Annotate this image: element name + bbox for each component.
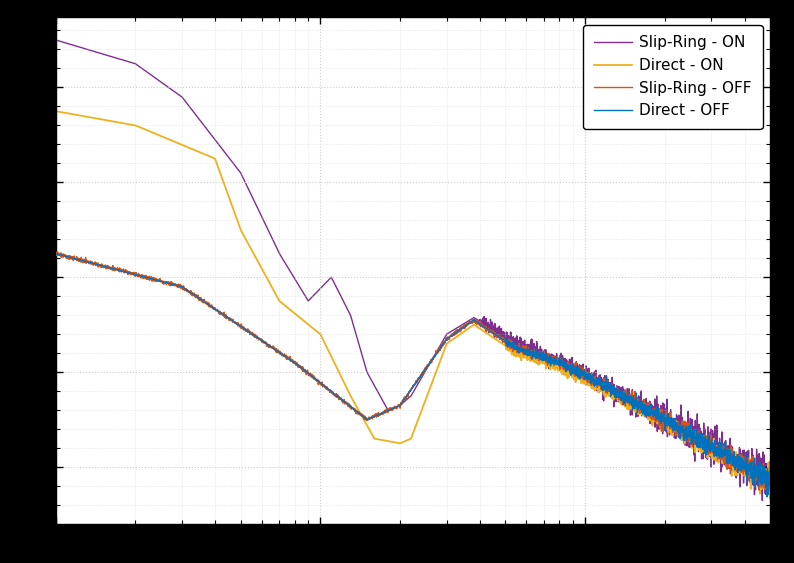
Slip-Ring - OFF xyxy=(51,251,60,257)
Slip-Ring - OFF xyxy=(351,410,360,417)
Direct - OFF xyxy=(51,250,60,257)
Direct - OFF xyxy=(357,412,366,419)
Direct - ON xyxy=(570,371,580,378)
Direct - ON xyxy=(765,482,775,489)
Slip-Ring - ON xyxy=(351,330,360,337)
Slip-Ring - OFF xyxy=(391,403,400,410)
Line: Slip-Ring - ON: Slip-Ring - ON xyxy=(56,40,770,501)
Line: Direct - ON: Direct - ON xyxy=(56,111,770,498)
Slip-Ring - OFF xyxy=(708,450,718,457)
Slip-Ring - ON xyxy=(570,374,580,381)
Slip-Ring - OFF xyxy=(765,476,775,482)
Slip-Ring - OFF xyxy=(52,248,62,255)
Direct - OFF xyxy=(570,368,580,374)
Direct - ON xyxy=(357,412,366,419)
Legend: Slip-Ring - ON, Direct - ON, Slip-Ring - OFF, Direct - OFF: Slip-Ring - ON, Direct - ON, Slip-Ring -… xyxy=(583,25,762,129)
Slip-Ring - ON xyxy=(765,485,775,492)
Slip-Ring - ON xyxy=(757,497,767,504)
Slip-Ring - ON xyxy=(51,37,60,43)
Direct - OFF xyxy=(351,408,360,414)
Direct - ON xyxy=(51,108,60,114)
Direct - OFF xyxy=(762,494,772,501)
Slip-Ring - ON xyxy=(743,452,753,459)
Slip-Ring - OFF xyxy=(754,487,764,494)
Direct - ON xyxy=(391,439,400,446)
Direct - OFF xyxy=(391,404,400,411)
Slip-Ring - ON xyxy=(391,404,400,410)
Direct - ON xyxy=(708,446,718,453)
Slip-Ring - OFF xyxy=(744,475,754,481)
Direct - OFF xyxy=(708,444,718,451)
Direct - ON xyxy=(351,402,360,409)
Slip-Ring - ON xyxy=(708,430,718,437)
Direct - OFF xyxy=(743,468,753,475)
Slip-Ring - OFF xyxy=(357,410,367,417)
Slip-Ring - OFF xyxy=(570,361,580,368)
Line: Slip-Ring - OFF: Slip-Ring - OFF xyxy=(56,252,770,490)
Slip-Ring - ON xyxy=(357,350,366,356)
Direct - OFF xyxy=(765,480,775,487)
Line: Direct - OFF: Direct - OFF xyxy=(56,253,770,497)
Direct - ON xyxy=(765,495,775,502)
Direct - ON xyxy=(743,458,753,465)
